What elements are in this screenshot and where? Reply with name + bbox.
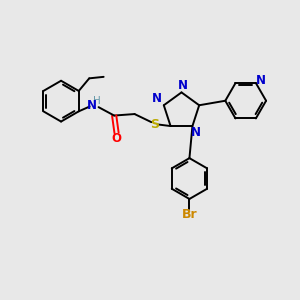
Text: H: H: [93, 95, 101, 106]
Text: N: N: [87, 99, 97, 112]
Text: N: N: [191, 126, 201, 139]
Text: N: N: [256, 74, 266, 87]
Text: O: O: [112, 132, 122, 146]
Text: N: N: [152, 92, 162, 105]
Text: S: S: [151, 118, 160, 131]
Text: Br: Br: [182, 208, 197, 221]
Text: N: N: [178, 79, 188, 92]
